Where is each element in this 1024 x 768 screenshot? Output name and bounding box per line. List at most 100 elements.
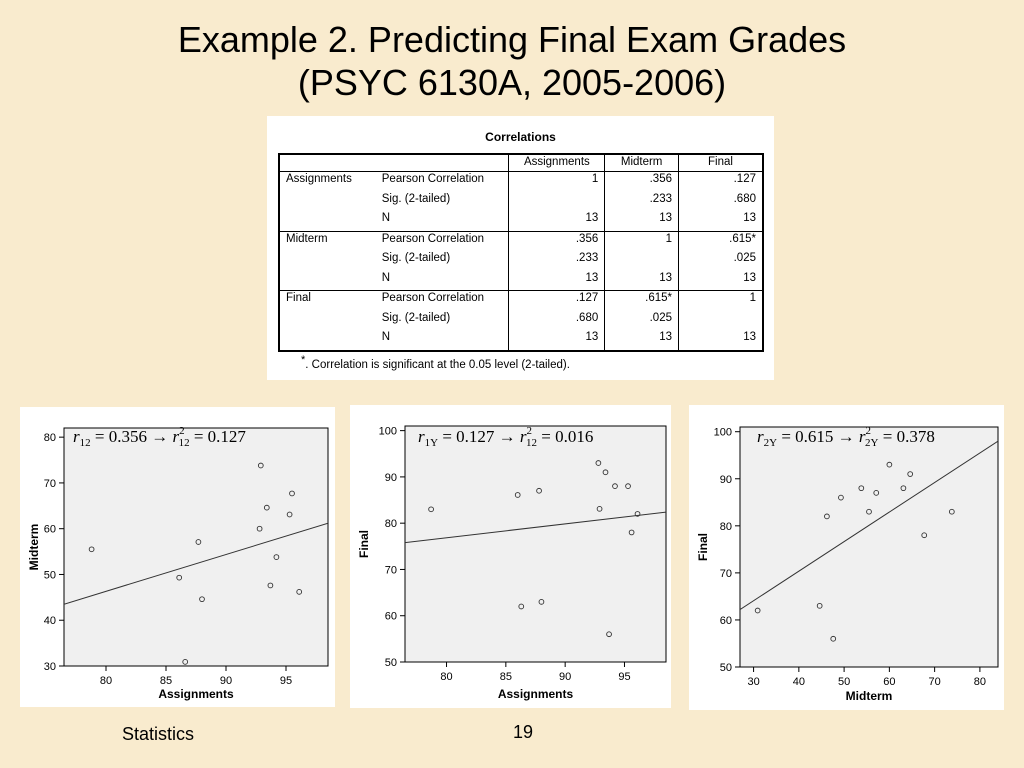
x-tick-label: 70 [929,676,941,688]
cell-value [678,310,764,330]
row-group-label [278,270,376,291]
data-point [257,462,264,469]
x-axis-label: Assignments [158,687,234,701]
cell-value: .615* [678,230,764,251]
equation-part: 2 [527,425,533,437]
cell-value: 1 [678,290,764,311]
fit-line [740,440,998,611]
col-header-midterm: Midterm [604,153,679,172]
data-point [606,631,612,638]
plot-area [63,427,329,667]
cell-value: 13 [604,330,679,352]
equation-part: = 0.016 [537,427,593,446]
col-header-assignments: Assignments [508,153,605,172]
cell-value: .233 [508,251,605,271]
data-point [296,589,303,595]
table-row: N 13 13 13 [278,211,764,231]
cell-value: .680 [508,310,605,330]
equation-part: 2 [866,425,872,437]
table-footnote: *. Correlation is significant at the 0.0… [301,354,570,371]
x-tick-label: 80 [440,671,452,683]
slide-title: Example 2. Predicting Final Exam Grades … [0,18,1024,104]
equation-part: 2Y [865,437,879,449]
y-tick-label: 60 [720,615,732,627]
data-point [921,532,928,539]
x-tick-label: 30 [747,676,759,688]
equation-part: r [73,427,80,446]
x-tick-label: 95 [618,671,630,683]
cell-value: 13 [604,270,679,291]
data-point [199,596,205,603]
x-axis-label: Assignments [498,687,574,701]
data-point [514,492,521,498]
equation-part: = 0.615 → [777,427,859,446]
cell-value [508,191,605,211]
y-axis-label: Midterm [27,524,41,571]
x-tick-label: 50 [838,676,850,688]
scatter-midterm-final: 50 60 70 80 90 100 30 40 50 60 70 80 Midterm Final r2Y… [689,405,1004,710]
y-axis-label: Final [696,533,710,561]
row-stat-label: Sig. (2-tailed) [381,252,451,264]
header-blank-2 [375,153,509,172]
equation-part: 2 [179,425,185,437]
y-tick-label: 100 [379,426,397,438]
cell-value: .127 [508,290,605,311]
cell-value: 13 [678,270,764,291]
cell-value: 1 [604,230,679,251]
equation-part: = 0.378 [879,427,935,446]
row-group-label [278,330,376,352]
cell-value: .615* [604,290,679,311]
equation-part: r [757,427,764,446]
equation-part: 2Y [764,437,778,449]
cell-value: .025 [604,310,679,330]
data-point [267,582,274,589]
data-point [628,529,635,536]
cell-value: .025 [678,251,764,271]
data-point [289,490,295,497]
data-point [816,602,823,609]
cell-value: .356 [508,230,605,251]
cell-value: .356 [604,171,679,192]
data-point [518,603,525,610]
fit-line [405,511,666,544]
y-tick-label: 90 [385,472,397,484]
data-point [538,598,545,605]
data-point [873,490,880,496]
correlations-table: Assignments Midterm Final Assignments Pea… [278,153,764,352]
data-point [754,607,761,614]
header-blank [278,153,376,172]
table-row: N 13 13 13 [278,270,764,291]
data-point [263,504,270,511]
x-axis-label: Midterm [846,689,893,703]
table-row: Sig. (2-tailed) .233.680 [278,191,764,211]
x-tick-label: 90 [559,671,571,683]
data-point [596,505,603,512]
row-group-label [278,251,376,271]
data-point [948,508,955,515]
data-point [634,511,641,517]
data-point [838,494,844,501]
scatter-assignments-midterm: 30 40 50 60 70 80 80 85 90 95 Assignments Midterm r1… [20,407,335,707]
cell-value: 13 [508,330,605,352]
row-stat-label: Pearson Correlation [375,290,509,311]
data-point [428,506,434,513]
equation-part: = 0.356 → [91,427,173,446]
x-tick-label: 40 [793,676,805,688]
cell-value: .233 [604,191,679,211]
y-tick-label: 50 [385,657,397,669]
row-stat-label: Sig. (2-tailed) [381,311,451,324]
x-tick-label: 80 [100,675,112,687]
y-tick-label: 30 [44,661,56,673]
equation-part: r [859,427,866,446]
data-point [595,460,602,466]
cell-value: 13 [508,270,605,291]
y-tick-label: 70 [385,564,397,576]
fit-line [64,522,328,605]
data-point [612,483,618,490]
data-point [602,469,609,476]
x-tick-label: 60 [883,676,895,688]
col-header-final: Final [678,153,764,172]
data-point [625,483,631,490]
x-tick-label: 80 [974,676,986,688]
correlation-equation: r12 = 0.356 → r2 12 = 0.127 [73,425,246,449]
